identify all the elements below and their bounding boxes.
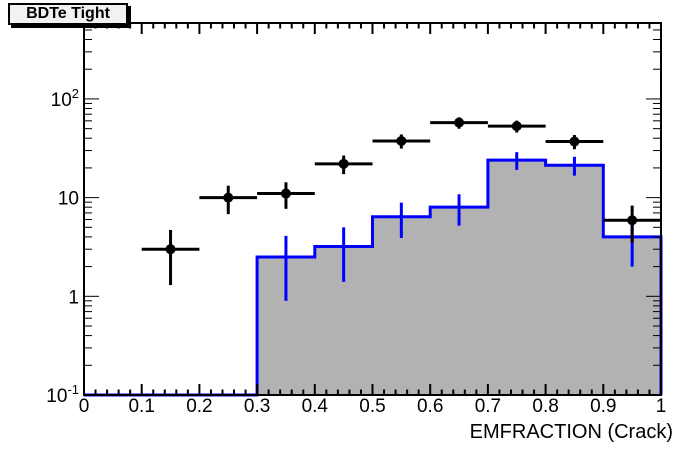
title-box: BDTe Tight [8, 3, 128, 25]
x-axis-labels: 0 0.1 0.2 0.3 0.4 0.5 0.6 0.7 0.8 0.9 1 [79, 396, 667, 417]
data-point-marker [511, 121, 522, 132]
x-tick-label: 0.6 [417, 396, 443, 417]
data-point-marker [627, 215, 638, 226]
x-tick-label: 1 [656, 396, 667, 417]
data-point-marker [338, 158, 349, 169]
data-point-marker [454, 117, 465, 128]
x-axis-ticks [83, 23, 662, 395]
histogram-fill [84, 160, 661, 395]
x-tick-label: 0.4 [302, 396, 329, 417]
y-tick-label: 10-1 [46, 382, 79, 407]
data-point-marker [280, 188, 291, 199]
y-axis-labels: 10-1 1 10 102 [46, 86, 79, 407]
y-axis-ticks [84, 29, 661, 396]
x-tick-label: 0.9 [590, 396, 616, 417]
plot-title: BDTe Tight [26, 5, 110, 22]
x-tick-label: 0 [79, 396, 90, 417]
x-tick-label: 0.2 [186, 396, 212, 417]
data-point-marker [223, 192, 234, 203]
x-tick-label: 0.1 [128, 396, 154, 417]
y-tick-label: 10 [58, 189, 79, 210]
data-points [141, 117, 661, 286]
x-tick-label: 0.5 [359, 396, 385, 417]
data-point-marker [569, 136, 580, 147]
y-tick-label: 1 [68, 287, 79, 308]
histogram-error-bars [284, 152, 634, 301]
data-point-marker [396, 135, 407, 146]
x-axis-title: EMFRACTION (Crack) [470, 421, 673, 443]
y-tick-label: 102 [51, 86, 79, 111]
x-tick-label: 0.3 [244, 396, 270, 417]
x-tick-label: 0.7 [475, 396, 501, 417]
x-tick-label: 0.8 [532, 396, 558, 417]
data-point-marker [165, 244, 176, 255]
